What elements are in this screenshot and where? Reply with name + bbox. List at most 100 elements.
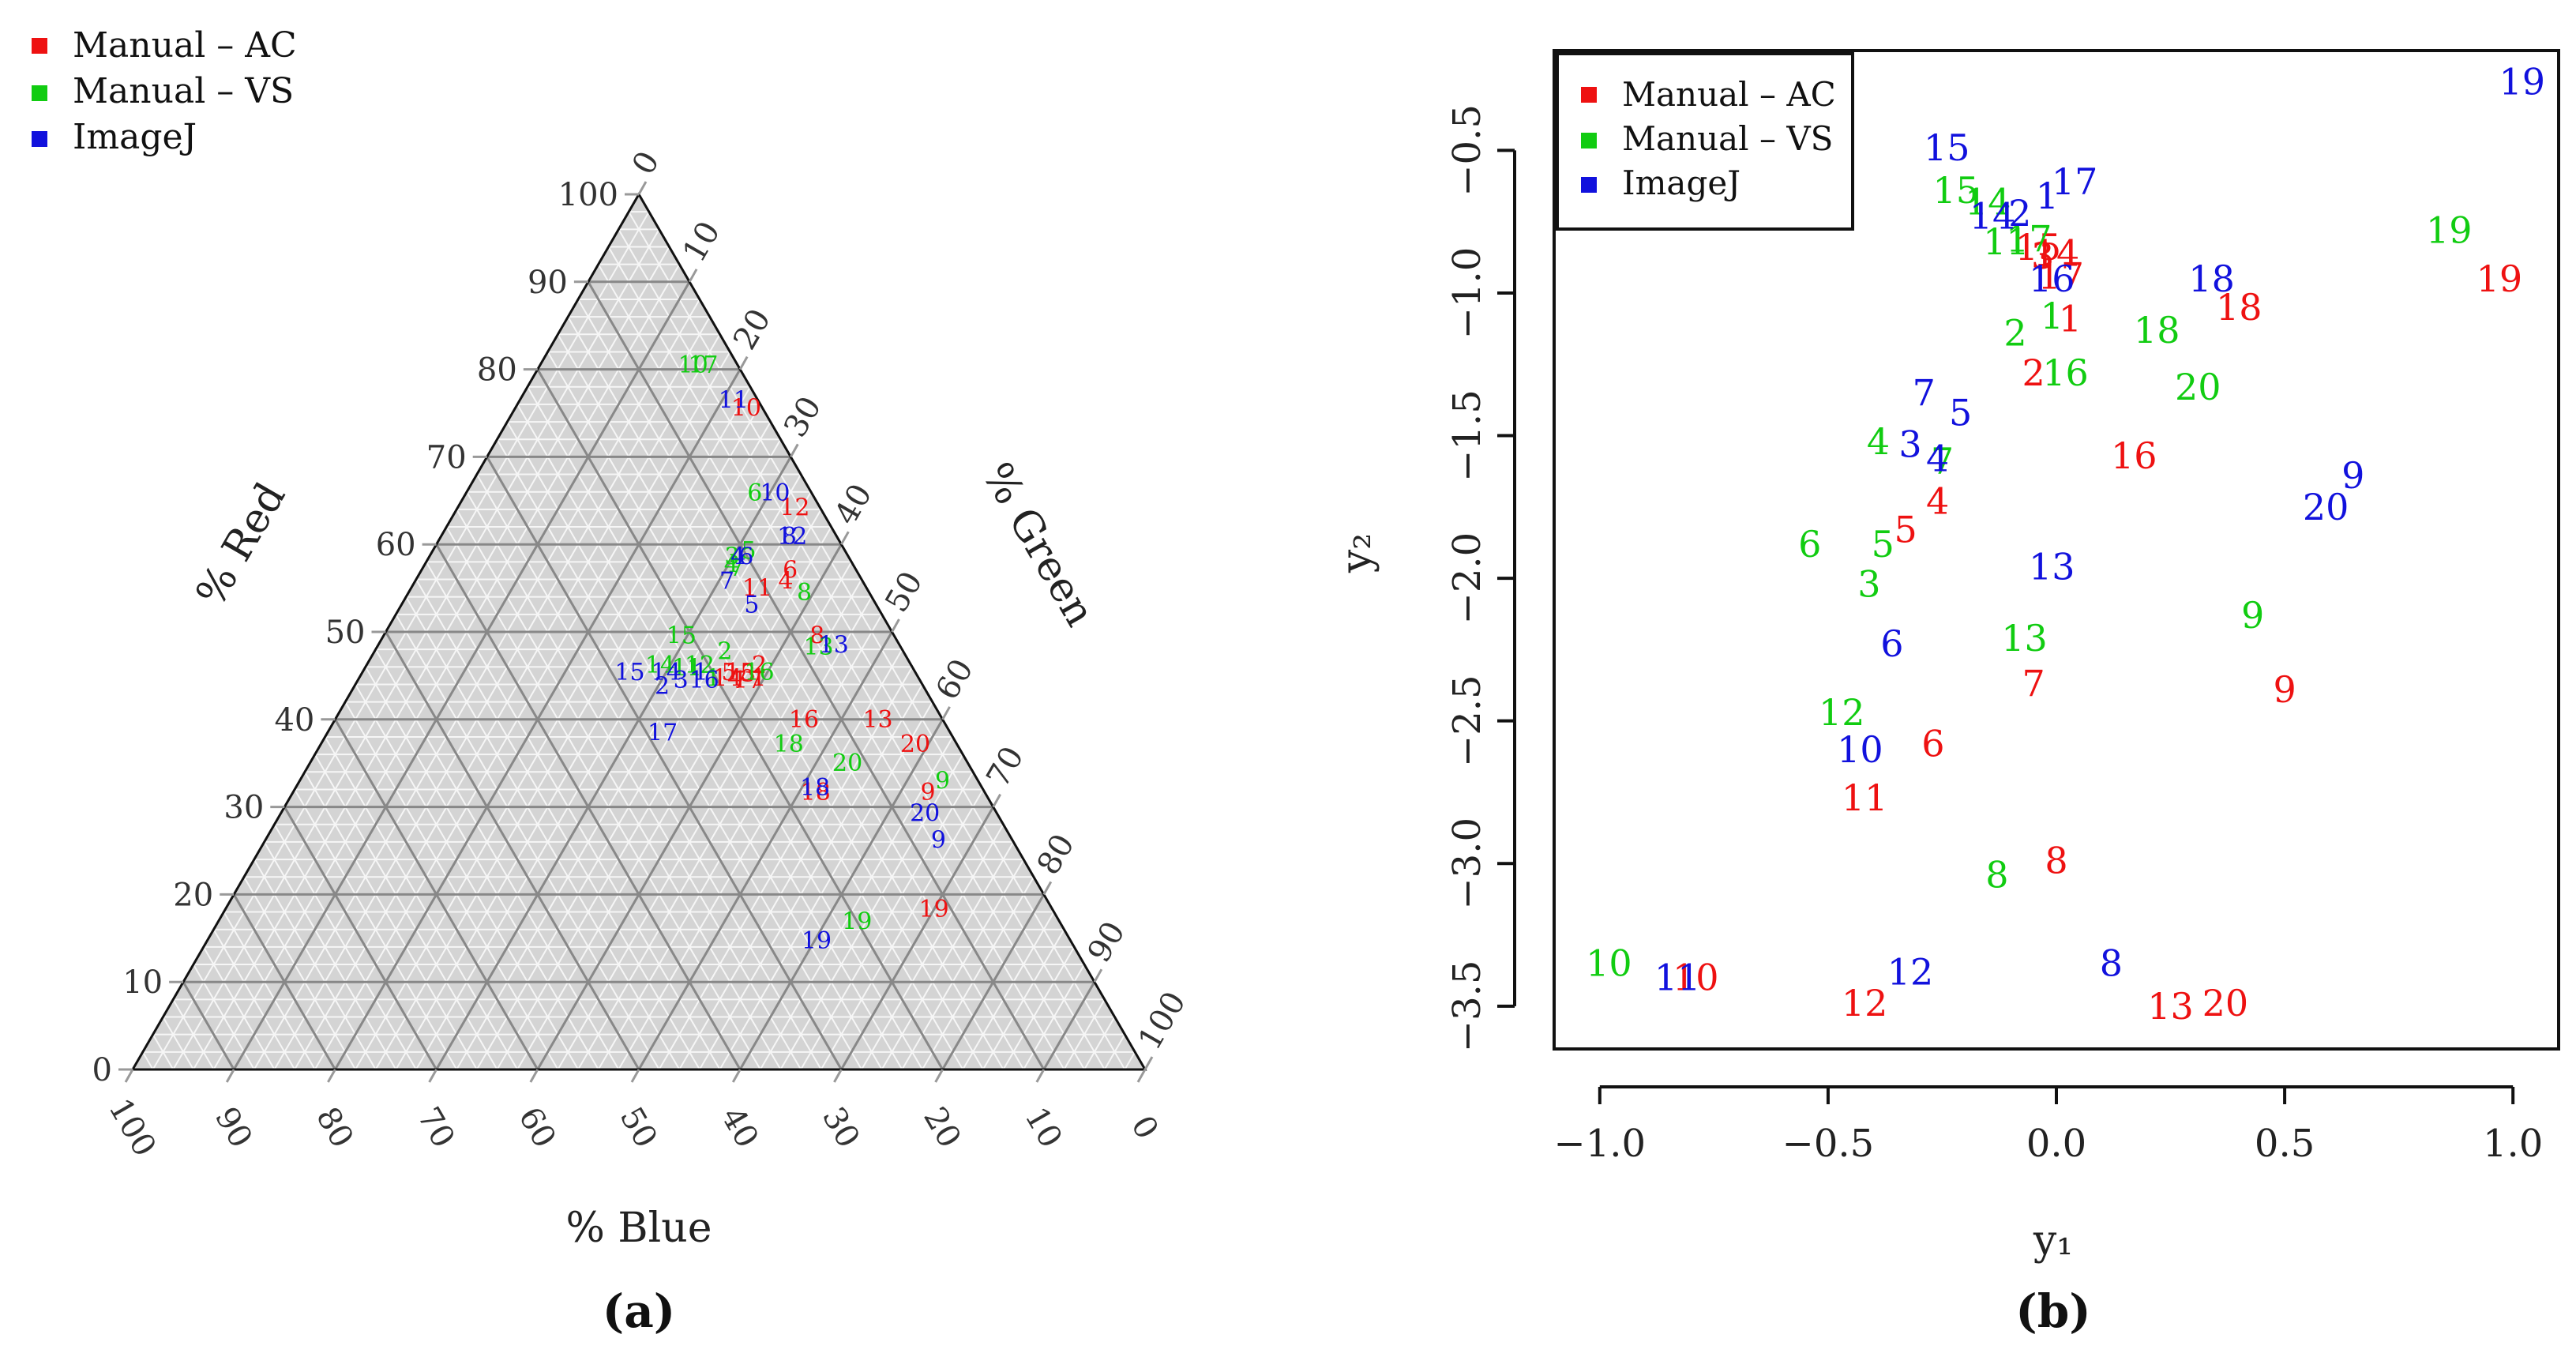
ternary-point: 3 bbox=[674, 667, 689, 694]
ternary-ticklabel-red: 50 bbox=[325, 615, 366, 651]
ternary-ticklabel-blue: 100 bbox=[101, 1092, 163, 1163]
ternary-minor-gridline bbox=[516, 526, 832, 1069]
scatter-ytick-label: −2.5 bbox=[1445, 675, 1489, 767]
ternary-ticklabel-blue: 40 bbox=[714, 1101, 765, 1154]
scatter-ylabel: y₂ bbox=[1333, 533, 1380, 573]
ternary-minor-gridline bbox=[628, 211, 1126, 1069]
scatter-point: 6 bbox=[1880, 622, 1903, 665]
scatter-point: 19 bbox=[2476, 257, 2523, 300]
ternary-minor-gridline bbox=[223, 912, 316, 1069]
ternary-minor-gridline bbox=[1103, 1034, 1126, 1069]
ternary-point: 2 bbox=[752, 652, 767, 679]
ternary-minor-gridline bbox=[294, 788, 458, 1069]
ternary-minor-gridline bbox=[922, 876, 1035, 1069]
legend-swatch-vs bbox=[32, 85, 47, 101]
scatter-point: 4 bbox=[1926, 437, 1949, 479]
ternary-point: 17 bbox=[688, 351, 718, 379]
scatter-point: 10 bbox=[1586, 942, 1632, 985]
ternary-gridline-blue bbox=[334, 719, 539, 1069]
ternary-tick-blue bbox=[1136, 1069, 1147, 1083]
ternary-minor-gridline bbox=[273, 316, 711, 1069]
ternary-point: 1 bbox=[706, 665, 721, 693]
ternary-point: 7 bbox=[729, 554, 744, 582]
ternary-point: 20 bbox=[910, 799, 940, 827]
scatter-ytick-label: −0.5 bbox=[1445, 104, 1489, 197]
scatter-xtick-label: 0.0 bbox=[2026, 1122, 2086, 1166]
scatter-legend-label-ac: Manual – AC bbox=[1622, 75, 1836, 114]
scatter-point: 8 bbox=[2100, 942, 2123, 985]
ternary-minor-gridline bbox=[466, 491, 802, 1069]
ternary-tick-green bbox=[789, 443, 799, 458]
ternary-minor-gridline bbox=[1083, 1017, 1116, 1069]
scatter-point: 6 bbox=[1921, 723, 1944, 765]
ternary-ticklabel-blue: 60 bbox=[511, 1101, 562, 1154]
ternary-minor-gridline bbox=[476, 491, 812, 1069]
scatter-point: 16 bbox=[2111, 434, 2157, 477]
ternary-ticklabel-green: 50 bbox=[878, 566, 929, 618]
ternary-point: 16 bbox=[689, 667, 719, 694]
ternary-minor-gridline bbox=[567, 316, 1004, 1069]
scatter-point: 7 bbox=[2022, 663, 2045, 705]
ternary-axis-label-blue: % Blue bbox=[565, 1205, 712, 1252]
ternary-point: 11 bbox=[742, 575, 772, 603]
scatter-ytick-label: −3.5 bbox=[1445, 960, 1489, 1053]
scatter-point: 9 bbox=[2341, 454, 2364, 497]
scatter-point: 2 bbox=[2008, 192, 2031, 235]
scatter-ytick-label: −1.0 bbox=[1445, 247, 1489, 340]
ternary-point: 19 bbox=[802, 927, 832, 955]
ternary-point: 4 bbox=[730, 543, 745, 571]
scatter-chart: −1.0 −0.5 0.0 0.5 1.0 −0.5 −1.0 −1.5 −2.0 −2.5 −3.… bbox=[1333, 49, 2560, 1338]
ternary-point: 7 bbox=[732, 667, 747, 694]
scatter-point: 20 bbox=[2175, 366, 2221, 408]
ternary-point: 14 bbox=[652, 659, 682, 686]
ternary-tick-blue bbox=[428, 1069, 437, 1083]
ternary-tick-green bbox=[738, 355, 749, 370]
ternary-minor-gridline bbox=[881, 841, 1015, 1069]
ternary-point: 11 bbox=[719, 386, 749, 414]
ternary-minor-gridline bbox=[678, 666, 914, 1069]
ternary-ticklabel-blue: 80 bbox=[309, 1101, 360, 1154]
ternary-point: 18 bbox=[774, 731, 804, 758]
ternary-minor-gridline bbox=[820, 788, 984, 1069]
scatter-legend-swatch-ac bbox=[1581, 87, 1597, 103]
ternary-point: 14 bbox=[712, 665, 742, 693]
panel-label-b: (b) bbox=[2015, 1284, 2090, 1338]
ternary-minor-gridline bbox=[212, 929, 295, 1069]
scatter-ytick-label: −3.0 bbox=[1445, 818, 1489, 910]
ternary-minor-gridline bbox=[607, 246, 1085, 1069]
ternary-gridline-green bbox=[435, 456, 792, 1069]
ternary-points: 1234567891011121314151617181920123456789… bbox=[614, 351, 950, 955]
ternary-gridline-blue bbox=[486, 456, 843, 1069]
legend-label-ac: Manual – AC bbox=[73, 25, 297, 66]
ternary-minor-gridline bbox=[861, 824, 1004, 1069]
ternary-tick-blue bbox=[1035, 1069, 1046, 1083]
ternary-point: 8 bbox=[797, 579, 812, 607]
ternary-minor-gridline bbox=[506, 421, 883, 1069]
ternary-point: 19 bbox=[919, 896, 949, 923]
ternary-minor-gridline bbox=[273, 824, 417, 1069]
ternary-ticklabel-green: 30 bbox=[777, 390, 828, 443]
ternary-minor-gridline bbox=[395, 614, 660, 1069]
ternary-point: 7 bbox=[719, 568, 734, 596]
ternary-point: 11 bbox=[672, 654, 702, 682]
ternary-point: 9 bbox=[935, 767, 950, 795]
ternary-gridline-green bbox=[232, 281, 691, 1069]
ternary-minor-gridline bbox=[304, 771, 478, 1069]
scatter-point: 15 bbox=[2015, 226, 2062, 269]
ternary-minor-gridline bbox=[202, 946, 276, 1069]
scatter-point: 2 bbox=[2003, 312, 2026, 355]
scatter-xtick-label: −0.5 bbox=[1782, 1122, 1875, 1166]
scatter-point: 18 bbox=[2216, 286, 2262, 329]
scatter-point: 13 bbox=[2029, 546, 2075, 588]
ternary-point: 8 bbox=[782, 523, 797, 551]
scatter-point: 7 bbox=[1931, 440, 1954, 483]
scatter-point: 9 bbox=[2241, 594, 2264, 637]
ternary-minor-gridline bbox=[152, 1034, 175, 1069]
scatter-point: 5 bbox=[1949, 392, 1972, 434]
scatter-point: 1 bbox=[2041, 295, 2063, 337]
ternary-point: 2 bbox=[717, 637, 732, 665]
scatter-point: 17 bbox=[2038, 254, 2085, 297]
ternary-axis-label-red: % Red bbox=[187, 475, 295, 614]
scatter-point: 17 bbox=[2006, 217, 2052, 260]
ternary-point: 15 bbox=[725, 659, 755, 686]
